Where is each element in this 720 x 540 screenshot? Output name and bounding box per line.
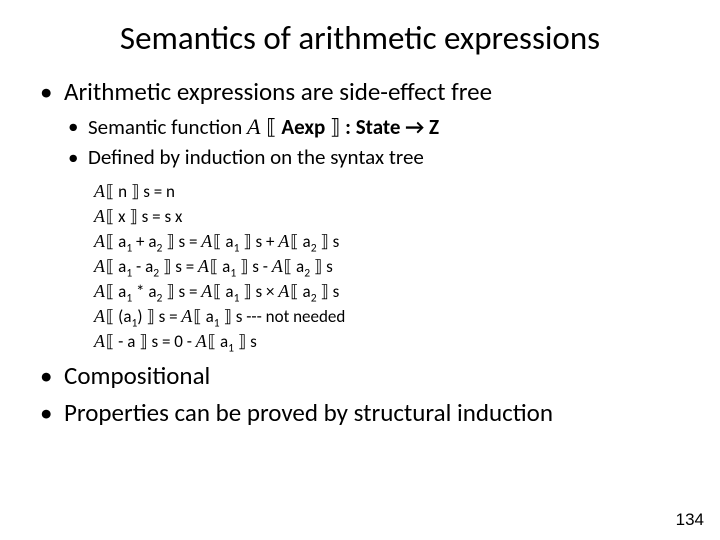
- text: s =: [155, 306, 182, 327]
- text: s -: [248, 256, 271, 277]
- bullet-compositional: Compositional: [40, 360, 690, 391]
- right-bracket: ⟧: [139, 331, 147, 352]
- left-bracket: ⟦: [193, 306, 201, 327]
- text: x: [114, 206, 129, 227]
- left-bracket: ⟦: [290, 231, 298, 252]
- script-a: A: [196, 331, 208, 351]
- slide-content: Arithmetic expressions are side-effect f…: [0, 66, 720, 428]
- right-bracket: ⟧: [320, 281, 328, 302]
- state-label: : State → Z: [340, 114, 439, 140]
- script-a: A: [94, 281, 106, 301]
- slide: Semantics of arithmetic expressions Arit…: [0, 0, 720, 540]
- rule-neg: A⟦ - a ⟧ s = 0 - A⟦ a1 ⟧ s: [94, 329, 690, 354]
- text: s: [329, 281, 340, 302]
- text: a: [202, 306, 214, 327]
- text: Z: [424, 114, 439, 140]
- left-bracket: ⟦: [290, 281, 298, 302]
- text: s = n: [139, 181, 175, 202]
- rule-x: A⟦ x ⟧ s = s x: [94, 204, 690, 229]
- text: a: [222, 231, 234, 252]
- slide-title: Semantics of arithmetic expressions: [0, 0, 720, 66]
- right-bracket: ⟧: [243, 231, 251, 252]
- script-a: A: [94, 181, 106, 201]
- left-bracket: ⟦: [213, 231, 221, 252]
- text: a: [114, 231, 126, 252]
- text: a: [114, 281, 126, 302]
- text: s ×: [252, 281, 279, 302]
- bullet-defined-by-induction: Defined by induction on the syntax tree: [68, 144, 690, 171]
- script-a: A: [94, 206, 106, 226]
- script-a: A: [94, 331, 106, 351]
- text: a: [216, 331, 228, 352]
- right-bracket: ⟧: [166, 231, 174, 252]
- rule-plus: A⟦ a1 + a2 ⟧ s = A⟦ a1 ⟧ s + A⟦ a2 ⟧ s: [94, 229, 690, 254]
- text: s = 0 -: [148, 331, 196, 352]
- script-a: A: [278, 281, 290, 301]
- text: + a: [132, 231, 156, 252]
- right-bracket: ⟧: [330, 114, 340, 140]
- script-a: A: [201, 281, 213, 301]
- text: s: [322, 256, 333, 277]
- bullet-list-level2: Semantic function A ⟦ Aexp ⟧ : State → Z…: [40, 113, 690, 171]
- text: s --- not needed: [232, 306, 345, 327]
- right-bracket: ⟧: [129, 206, 137, 227]
- script-a: A: [201, 231, 213, 251]
- right-bracket: ⟧: [146, 306, 154, 327]
- rule-paren: A⟦ (a1) ⟧ s = A⟦ a1 ⟧ s --- not needed: [94, 304, 690, 329]
- text: a: [299, 281, 311, 302]
- text: s: [246, 331, 257, 352]
- script-a: A: [198, 256, 210, 276]
- text: s = s x: [138, 206, 183, 227]
- right-bracket: ⟧: [223, 306, 231, 327]
- text: n: [114, 181, 131, 202]
- arrow-icon: →: [405, 114, 424, 140]
- right-bracket: ⟧: [238, 331, 246, 352]
- text: s +: [252, 231, 279, 252]
- text: - a: [114, 331, 139, 352]
- aexp-label: Aexp: [277, 114, 330, 140]
- left-bracket: ⟦: [213, 281, 221, 302]
- bullet-structural-induction: Properties can be proved by structural i…: [40, 397, 690, 428]
- script-a: A: [94, 256, 106, 276]
- rule-minus: A⟦ a1 - a2 ⟧ s = A⟦ a1 ⟧ s - A⟦ a2 ⟧ s: [94, 254, 690, 279]
- text: a: [218, 256, 230, 277]
- bullet-side-effect-free: Arithmetic expressions are side-effect f…: [40, 76, 690, 107]
- left-bracket: ⟦: [284, 256, 292, 277]
- text: (a: [114, 306, 131, 327]
- page-number: 134: [676, 510, 704, 530]
- text: a: [114, 256, 126, 277]
- right-bracket: ⟧: [320, 231, 328, 252]
- bullet-list-level1: Arithmetic expressions are side-effect f…: [40, 76, 690, 428]
- rules-block: A⟦ n ⟧ s = n A⟦ x ⟧ s = s x A⟦ a1 + a2 ⟧…: [40, 177, 690, 360]
- left-bracket: ⟦: [208, 331, 216, 352]
- text: Semantic function: [88, 114, 247, 140]
- script-a: A: [94, 231, 106, 251]
- text: a: [299, 231, 311, 252]
- text: ): [137, 306, 146, 327]
- rule-times: A⟦ a1 * a2 ⟧ s = A⟦ a1 ⟧ s × A⟦ a2 ⟧ s: [94, 279, 690, 304]
- text: s: [329, 231, 340, 252]
- script-a: A: [247, 114, 261, 139]
- text: a: [292, 256, 304, 277]
- rule-n: A⟦ n ⟧ s = n: [94, 179, 690, 204]
- text: - a: [132, 256, 153, 277]
- left-bracket: ⟦: [266, 114, 276, 140]
- script-a: A: [94, 306, 106, 326]
- text: * a: [132, 281, 156, 302]
- text: a: [222, 281, 234, 302]
- script-a: A: [272, 256, 284, 276]
- text: : State: [340, 114, 405, 140]
- text: s =: [171, 256, 198, 277]
- script-a: A: [181, 306, 193, 326]
- script-a: A: [278, 231, 290, 251]
- text: s =: [175, 281, 202, 302]
- right-bracket: ⟧: [166, 281, 174, 302]
- text: s =: [175, 231, 202, 252]
- bullet-semantic-function: Semantic function A ⟦ Aexp ⟧ : State → Z: [68, 113, 690, 142]
- right-bracket: ⟧: [243, 281, 251, 302]
